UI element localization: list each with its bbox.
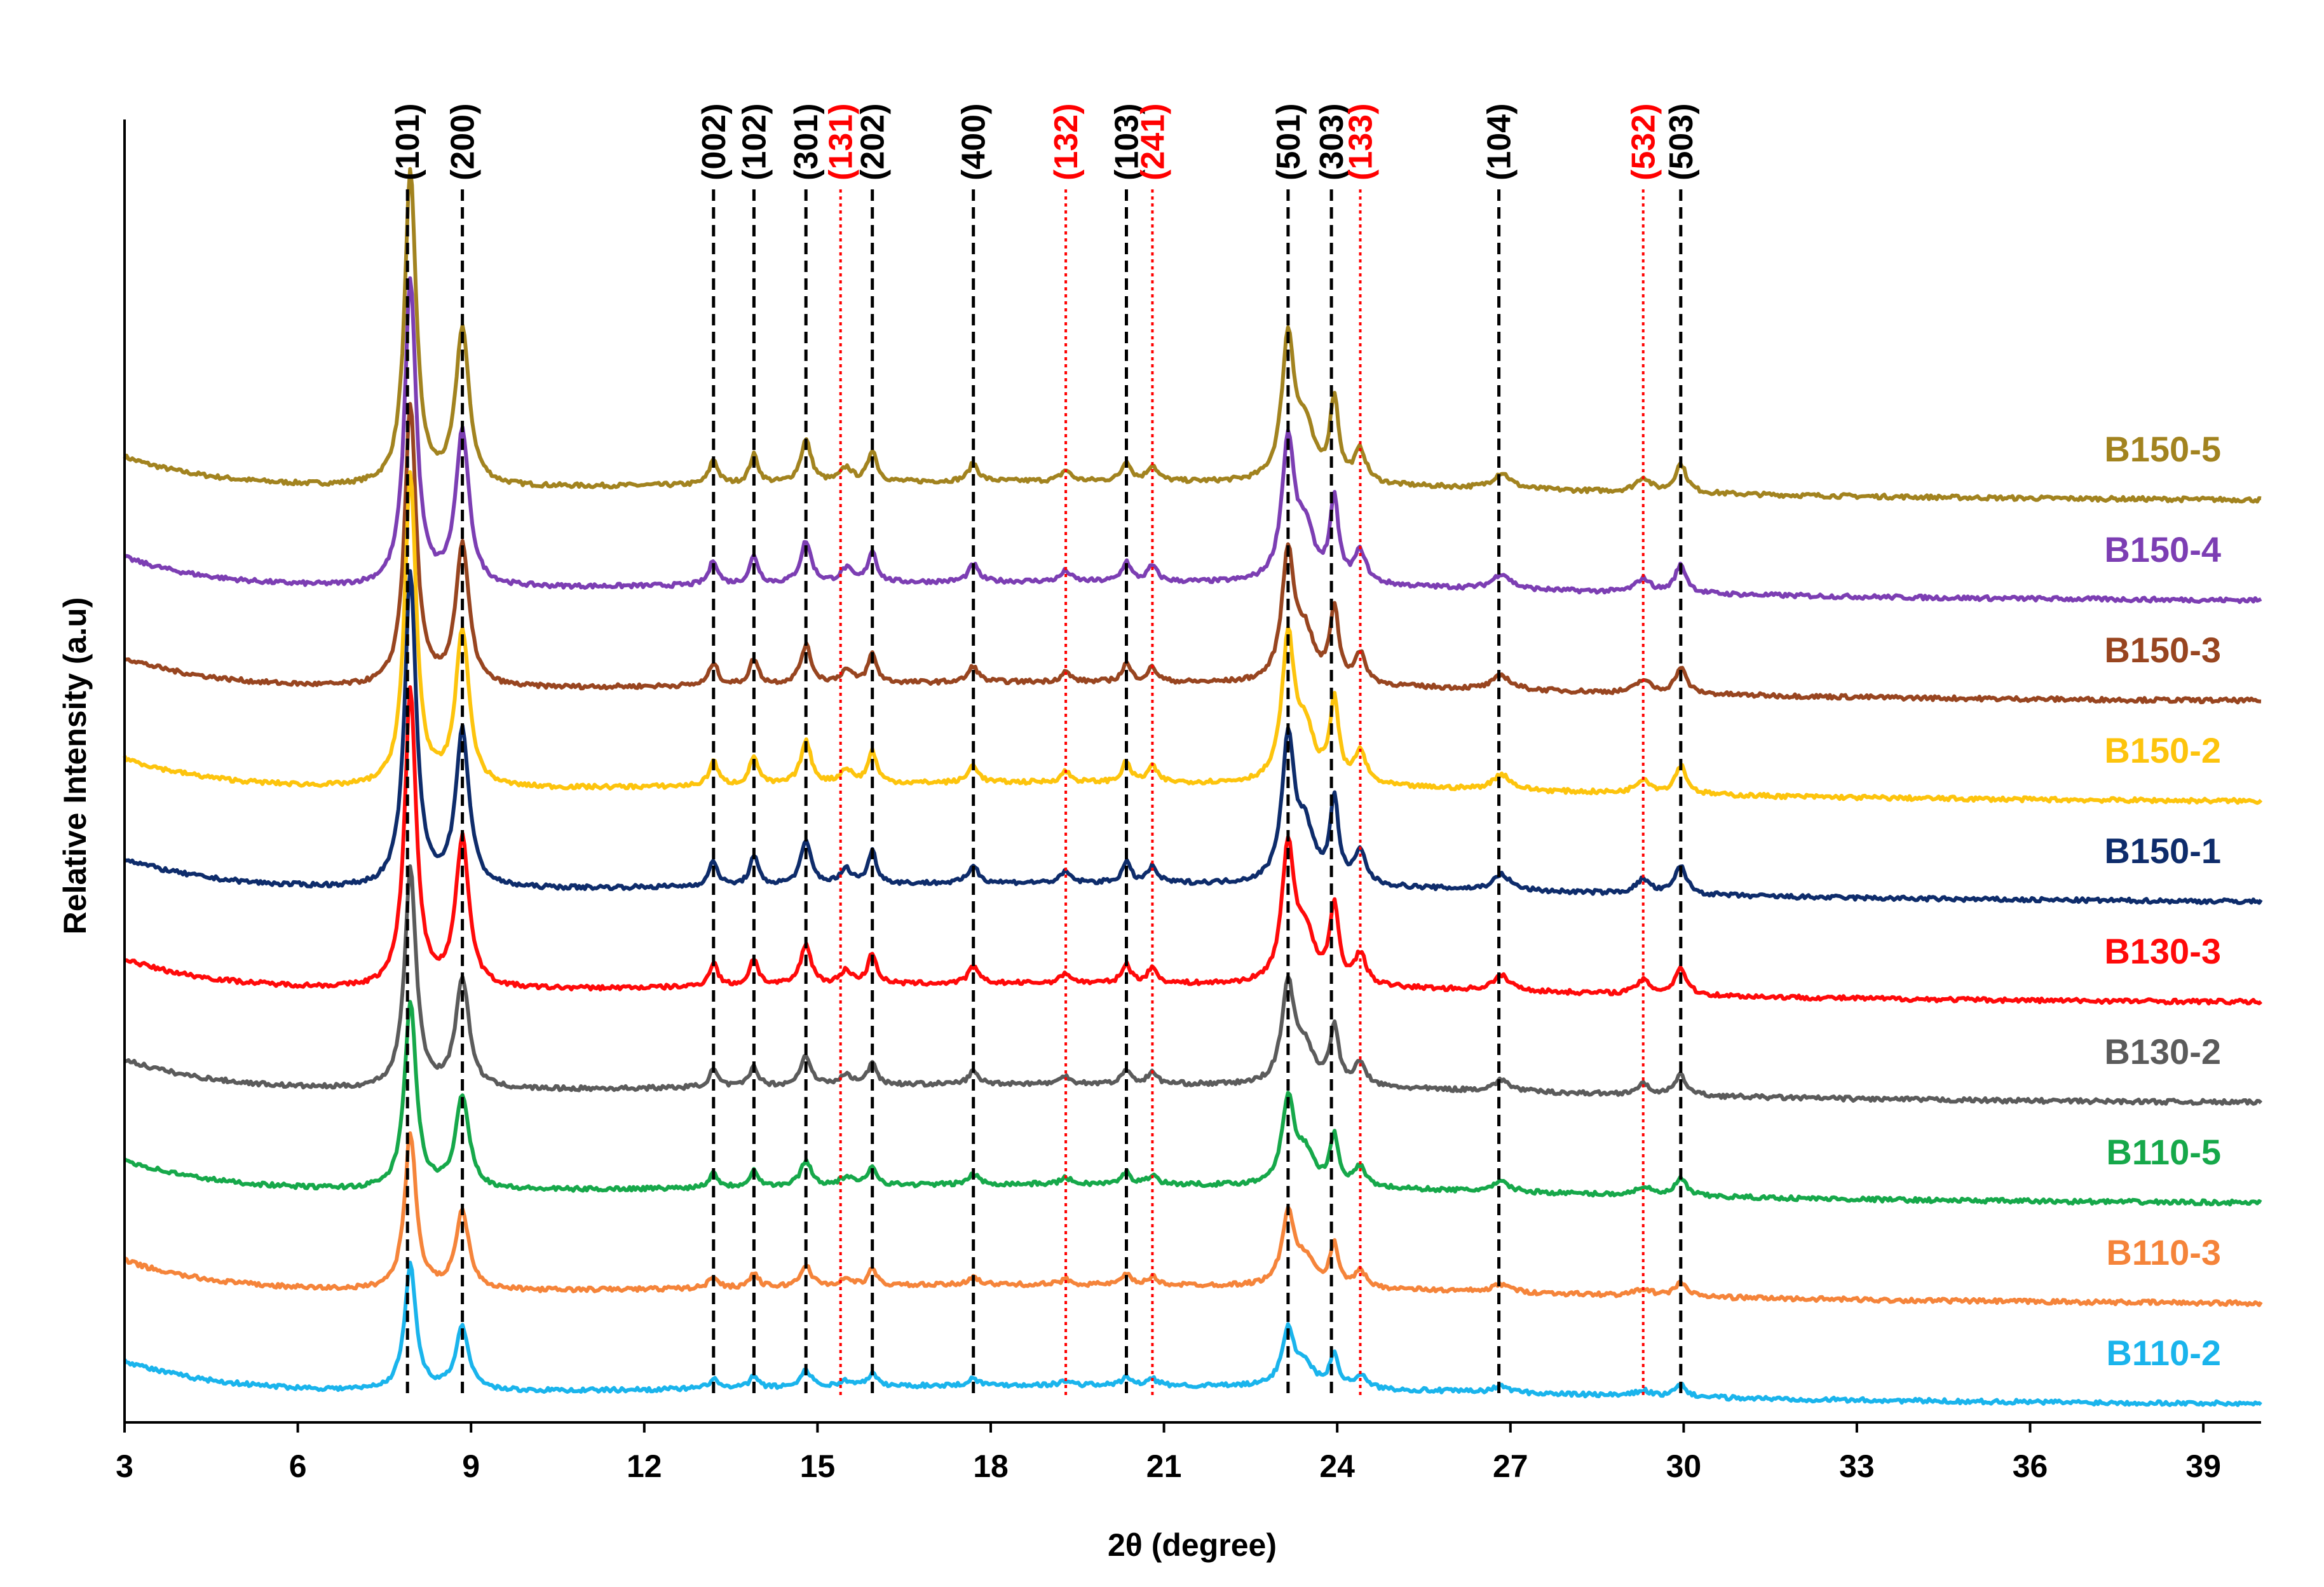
peak-label-002: (002) [696, 104, 733, 180]
series-label-b130-2: B130-2 [2104, 1032, 2221, 1072]
x-ticks-group: 3 6 9 12 15 18 21 24 27 30 33 36 39 [116, 1422, 2221, 1484]
series-line-b150-3 [124, 402, 2262, 705]
peak-label-131: (131) [823, 104, 860, 180]
series-label-b150-4: B150-4 [2104, 529, 2221, 569]
y-axis-title: Relative Intensity (a.u) [57, 597, 93, 935]
x-tick-label-6: 6 [289, 1448, 307, 1484]
peak-label-103: (103) [1109, 104, 1146, 180]
series-line-b150-5 [123, 167, 2262, 504]
series-label-b130-3: B130-3 [2104, 931, 2221, 971]
x-tick-label-39: 39 [2185, 1448, 2221, 1484]
series-line-b130-3 [124, 685, 2263, 1006]
reference-labels-group: (101) (200) (002) (102) (301)(131)(202) (400)… [390, 104, 1700, 180]
traces-group [123, 167, 2263, 1407]
reference-lines-group [405, 189, 1683, 1398]
peak-label-532: (532) [1626, 104, 1662, 180]
peak-label-101: (101) [390, 104, 426, 180]
peak-label-501: (501) [1270, 104, 1307, 180]
series-label-b150-1: B150-1 [2104, 831, 2221, 871]
x-axis-title: 2θ (degree) [1108, 1527, 1277, 1563]
peak-label-301: (301) [788, 104, 825, 180]
peak-label-102: (102) [736, 104, 773, 180]
x-tick-label-21: 21 [1146, 1448, 1182, 1484]
series-line-b110-5 [123, 1000, 2262, 1207]
series-label-b110-2: B110-2 [2106, 1333, 2221, 1373]
peak-label-202: (202) [855, 104, 892, 180]
series-label-b110-3: B110-3 [2106, 1232, 2221, 1272]
series-line-b150-1 [123, 569, 2263, 906]
series-line-b150-4 [123, 276, 2262, 604]
x-tick-label-15: 15 [800, 1448, 836, 1484]
x-tick-label-9: 9 [462, 1448, 480, 1484]
peak-label-241: (241) [1134, 104, 1171, 180]
peak-label-303: (303) [1314, 104, 1350, 180]
series-label-b150-3: B150-3 [2104, 630, 2221, 670]
peak-label-503: (503) [1663, 104, 1700, 180]
x-tick-label-3: 3 [116, 1448, 133, 1484]
series-line-b150-2 [123, 470, 2263, 805]
peak-label-132: (132) [1048, 104, 1085, 180]
series-label-b150-2: B150-2 [2104, 730, 2221, 770]
series-line-b130-2 [124, 864, 2263, 1106]
x-tick-label-30: 30 [1666, 1448, 1702, 1484]
axes-group [123, 119, 2261, 1424]
peak-label-104: (104) [1481, 104, 1518, 180]
x-tick-label-18: 18 [973, 1448, 1009, 1484]
series-labels-group: B150-5 B150-4 B150-3 B150-2 B150-1 B130-3 B130… [2104, 429, 2221, 1373]
x-tick-label-36: 36 [2013, 1448, 2048, 1484]
x-tick-label-33: 33 [1839, 1448, 1875, 1484]
peak-label-400: (400) [956, 104, 993, 180]
series-label-b150-5: B150-5 [2104, 429, 2221, 469]
x-tick-label-27: 27 [1493, 1448, 1528, 1484]
peak-label-200: (200) [445, 104, 482, 180]
x-tick-label-24: 24 [1319, 1448, 1355, 1484]
series-line-b110-2 [123, 1260, 2262, 1407]
x-tick-label-12: 12 [627, 1448, 662, 1484]
series-label-b110-5: B110-5 [2106, 1132, 2221, 1172]
series-line-b110-3 [123, 1131, 2263, 1307]
peak-label-133: (133) [1343, 104, 1380, 180]
